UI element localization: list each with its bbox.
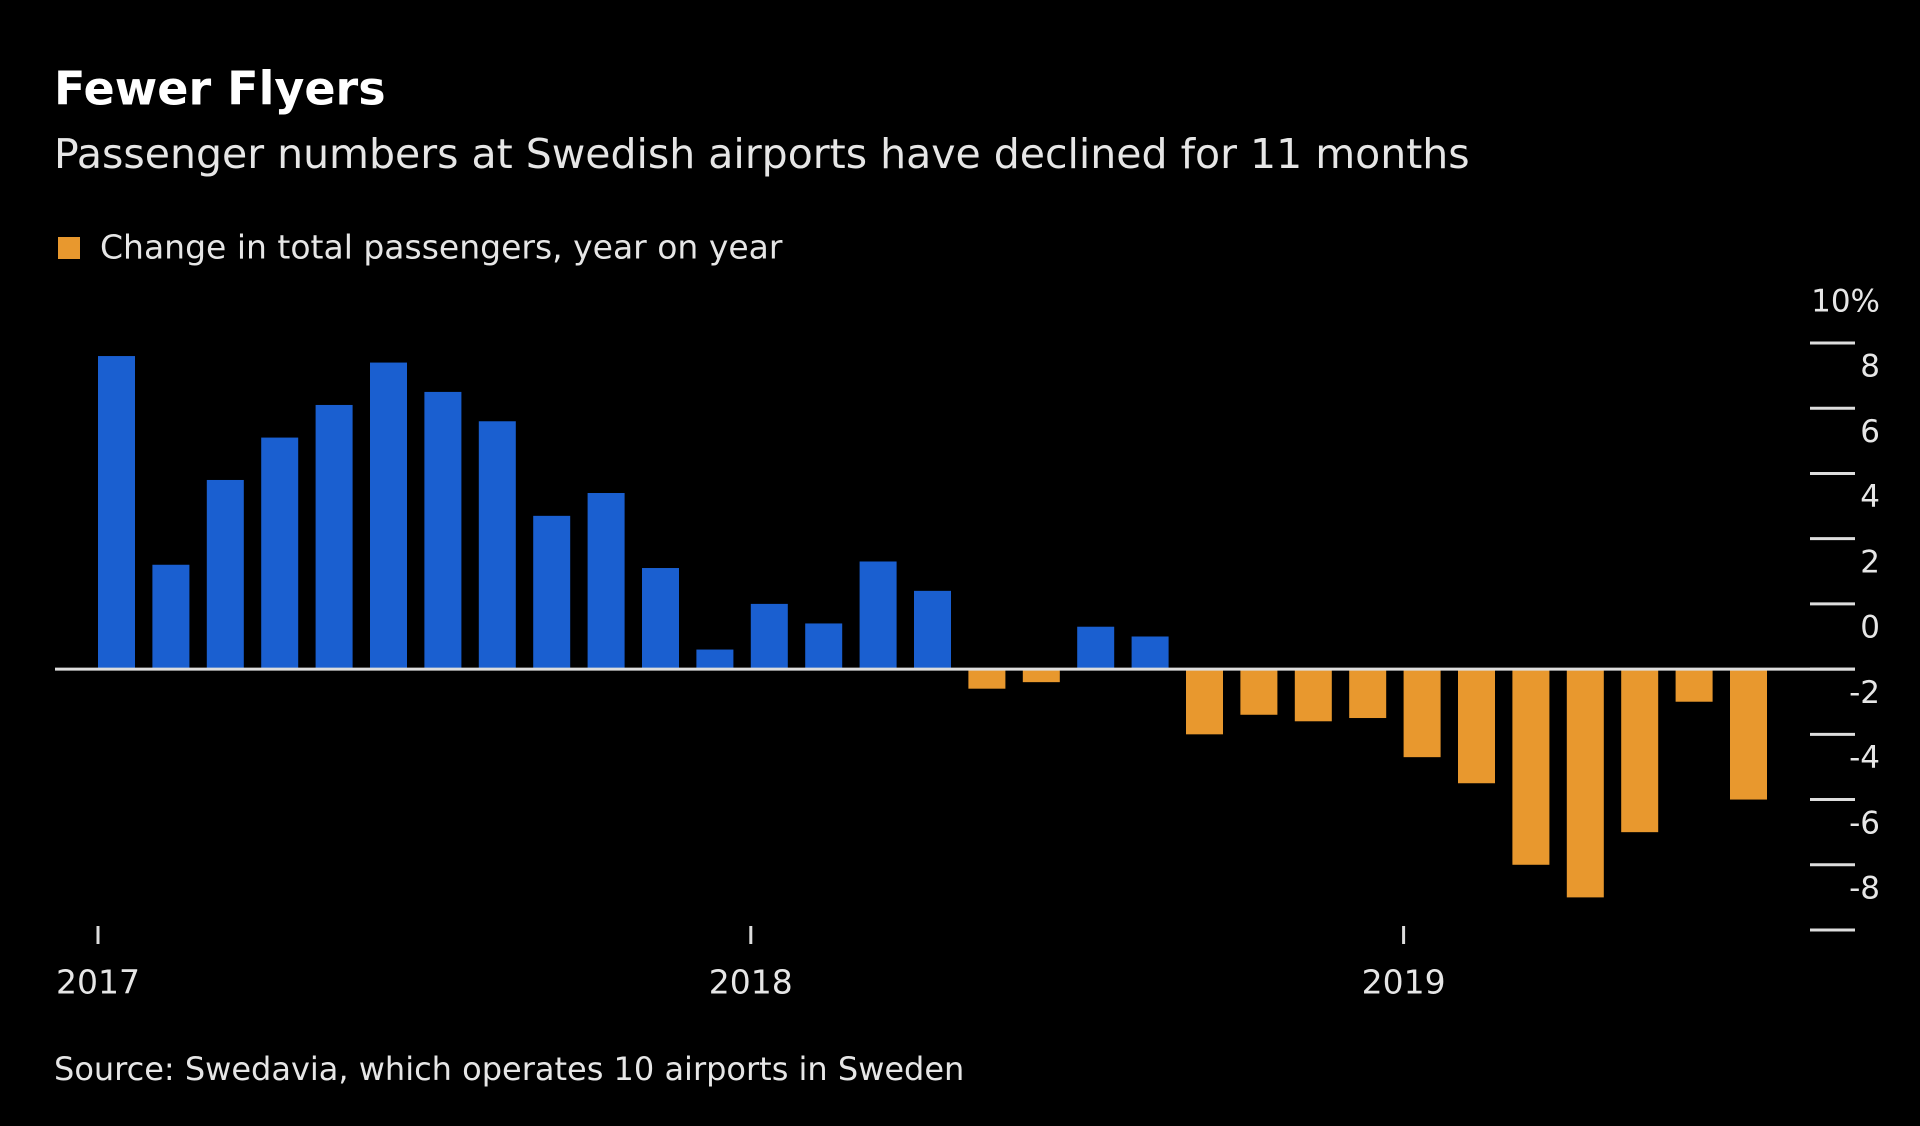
bar xyxy=(696,649,734,670)
bar xyxy=(370,362,407,670)
bar xyxy=(1349,669,1387,719)
bar xyxy=(315,404,353,670)
bar xyxy=(1131,636,1169,670)
bar xyxy=(1458,669,1495,784)
y-tick-label: 4 xyxy=(1860,479,1880,515)
y-tick-label: 0 xyxy=(1860,610,1880,646)
legend-label: Change in total passengers, year on year xyxy=(100,228,783,267)
bar xyxy=(914,590,951,670)
bar xyxy=(859,561,897,670)
legend-swatch xyxy=(58,237,80,259)
bar xyxy=(750,603,788,670)
bar xyxy=(587,493,625,670)
y-tick-label: -8 xyxy=(1849,871,1880,907)
x-tick-label: 2017 xyxy=(56,963,140,1002)
y-tick-label: -2 xyxy=(1849,675,1880,711)
bar xyxy=(533,515,571,670)
bar xyxy=(1077,626,1115,670)
bar xyxy=(424,391,462,670)
chart-title: Fewer Flyers xyxy=(54,62,386,116)
bar xyxy=(98,356,135,670)
bar xyxy=(1240,669,1278,715)
bar xyxy=(1186,669,1223,735)
bar xyxy=(1403,669,1441,758)
bar xyxy=(1621,669,1659,833)
y-tick-label: 6 xyxy=(1860,414,1880,450)
bar xyxy=(805,623,843,670)
bar xyxy=(1512,669,1550,865)
bar xyxy=(261,437,299,670)
y-tick-label: -6 xyxy=(1849,805,1880,841)
bar xyxy=(206,479,244,670)
bar xyxy=(1730,669,1767,800)
bar xyxy=(478,421,516,670)
chart-subtitle: Passenger numbers at Swedish airports ha… xyxy=(54,130,1470,178)
y-tick-label: 8 xyxy=(1860,349,1880,385)
bar xyxy=(968,669,1006,689)
bar xyxy=(1022,669,1060,683)
y-tick-label: -4 xyxy=(1849,740,1880,776)
y-tick-label: 10% xyxy=(1811,284,1880,320)
x-tick-label: 2018 xyxy=(709,963,793,1002)
source: Source: Swedavia, which operates 10 airp… xyxy=(54,1050,964,1088)
bar xyxy=(1566,669,1604,898)
y-tick-label: 2 xyxy=(1860,544,1880,580)
bar xyxy=(1675,669,1713,702)
x-tick-label: 2019 xyxy=(1362,963,1446,1002)
bar xyxy=(1294,669,1332,722)
bar xyxy=(642,568,679,670)
bar xyxy=(152,564,190,670)
